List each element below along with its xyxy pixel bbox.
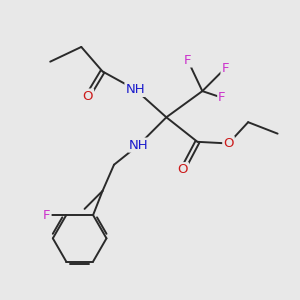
- Text: F: F: [221, 62, 229, 75]
- Text: F: F: [184, 53, 191, 67]
- Text: F: F: [43, 208, 50, 222]
- Text: F: F: [218, 91, 226, 104]
- Text: O: O: [178, 163, 188, 176]
- Text: NH: NH: [125, 83, 145, 96]
- Text: O: O: [223, 137, 234, 150]
- Text: NH: NH: [129, 139, 148, 152]
- Text: O: O: [82, 89, 93, 103]
